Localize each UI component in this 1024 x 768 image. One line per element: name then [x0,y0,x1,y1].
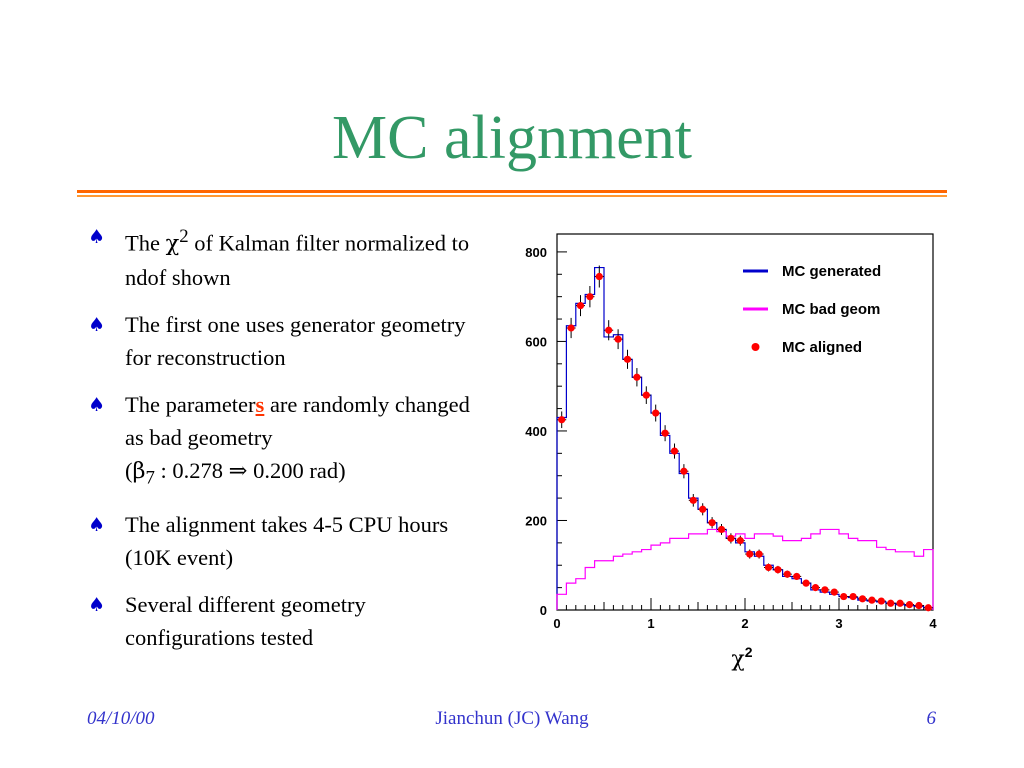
plot-frame [556,233,934,611]
x-axis-label: χ2 [731,644,752,672]
x-tick-label: 1 [647,616,654,631]
data-point [755,550,763,558]
bullet-text-pre: The [125,230,166,256]
spade-icon: ♠ [88,226,106,248]
chi2-histogram-chart: 0 200 400 600 800 0 1 2 3 4 χ2 MC generated MC bad g… [525,233,937,672]
legend-entry: MC aligned [782,339,862,356]
data-point [576,302,585,310]
bullet-item: ♠ Several different geometry configurati… [88,588,488,654]
title-rule-bottom [77,195,947,197]
data-point [567,324,575,332]
data-point [858,595,867,603]
data-point [887,599,895,607]
spade-icon: ♠ [88,313,106,336]
accent-letter: s [255,391,265,417]
bullet-item: ♠ The χ2 of Kalman filter normalized to … [88,220,488,294]
y-tick-label: 200 [525,513,547,528]
data-point [905,601,914,609]
legend-swatch [751,343,760,351]
bullet-text-mid: are randomly changed as bad geometry [125,391,470,450]
data-point [699,505,707,513]
subscript: 7 [145,467,155,488]
data-point [680,467,688,475]
data-point [849,592,857,601]
footer-date: 04/10/00 [87,708,155,729]
data-point [896,599,904,607]
data-point [595,272,603,281]
bullet-text: Several different geometry configuration… [125,592,366,650]
series-line-1 [556,528,934,610]
data-point [717,525,726,534]
data-point [736,537,744,545]
bullet-text-rest: : 0.278 ⇒ 0.200 rad) [154,457,346,483]
data-point [708,519,716,527]
data-point [614,335,622,343]
spade-icon: ♠ [88,594,106,616]
legend-entry: MC bad geom [782,301,880,318]
bullet-text-post: of Kalman filter normalized to ndof show… [125,230,470,290]
beta-symbol: β [132,457,146,484]
chi-symbol: χ [165,230,180,257]
bullet-item: ♠ The first one uses generator geometry … [88,308,488,374]
data-point [727,534,735,542]
superscript: 2 [179,226,189,247]
data-point [877,597,885,605]
x-tick-label: 0 [553,616,560,631]
data-point [793,572,801,581]
data-point [670,447,679,455]
y-tick-label: 400 [525,424,547,439]
y-tick-label: 600 [525,334,547,349]
data-point [830,588,838,596]
bullet-text: The alignment takes 4-5 CPU hours (10K e… [125,512,449,570]
data-point [586,293,594,301]
data-point [652,409,660,417]
data-point [868,596,876,604]
data-point [633,373,641,381]
data-point [774,566,782,574]
data-point [915,601,923,610]
data-point [605,326,613,334]
data-point [623,355,632,363]
y-tick-label: 800 [525,245,547,260]
data-point [840,592,848,601]
y-tick-label: 0 [540,603,547,618]
spade-icon: ♠ [88,514,106,536]
title-rule-top [77,190,947,193]
bullet-item: ♠ The parameters are randomly changed as… [88,388,488,495]
data-point [689,496,697,504]
paren-open: ( [125,457,133,483]
bullet-item: ♠ The alignment takes 4-5 CPU hours (10K… [88,508,488,574]
x-tick-label: 2 [741,616,748,631]
x-tick-label: 3 [835,616,842,631]
data-point [821,586,829,594]
data-point [558,416,566,424]
footer-page-number: 6 [926,708,937,729]
slide-title: MC alignment [332,104,692,172]
data-point [802,579,810,587]
footer-author: Jianchun (JC) Wang [435,708,589,729]
spade-icon: ♠ [88,393,106,416]
bullet-list: ♠ The χ2 of Kalman filter normalized to … [88,220,488,668]
data-point [746,550,754,558]
data-point [924,604,932,612]
x-tick-label: 4 [929,616,937,631]
data-point [783,570,791,578]
legend-entry: MC generated [782,263,881,280]
data-point [661,429,669,437]
bullet-text-pre: The parameter [125,391,256,417]
data-point [642,391,650,399]
data-point [811,584,820,592]
bullet-text: The first one uses generator geometry fo… [125,311,466,370]
data-point [764,563,773,572]
